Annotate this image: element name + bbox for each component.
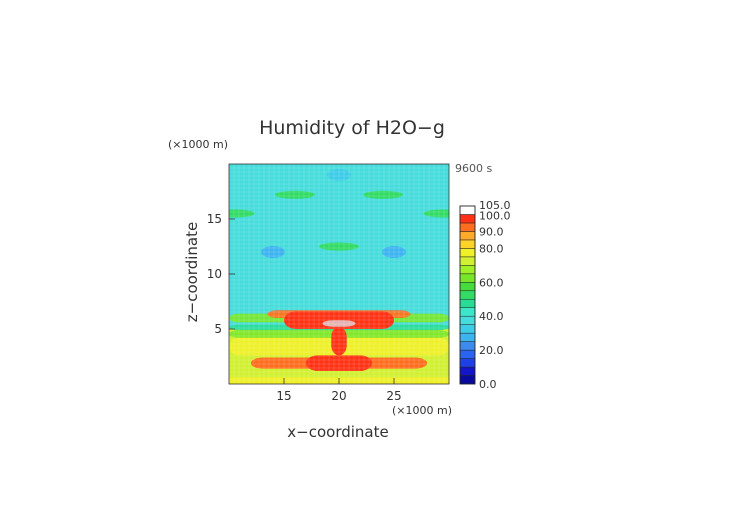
colorbar-swatch <box>459 315 476 325</box>
dry-patch-2 <box>327 169 351 181</box>
colorbar-swatch <box>459 324 476 334</box>
colorbar-swatch <box>459 375 476 385</box>
y-tick-label: 5 <box>214 322 222 336</box>
colorbar-swatch <box>459 366 476 376</box>
colorbar-swatch <box>459 231 476 241</box>
colorbar-swatch <box>459 307 476 317</box>
colorbar-swatch <box>459 358 476 368</box>
x-axis: 15 20 25 <box>276 378 402 403</box>
colorbar-swatch <box>459 256 476 266</box>
colorbar-swatch <box>459 273 476 283</box>
colorbar-tick-label: 105.0 <box>479 199 511 212</box>
y-tick-label: 10 <box>207 267 222 281</box>
colorbar-swatch <box>459 349 476 359</box>
chart-title: Humidity of H2O−g <box>259 117 445 139</box>
colorbar-swatch <box>459 222 476 232</box>
x-axis-label: x−coordinate <box>287 423 388 441</box>
y-axis: 5 10 15 <box>207 212 235 336</box>
x-unit-label: (×1000 m) <box>392 404 452 417</box>
plot-area <box>229 164 449 384</box>
dry-patch-3 <box>327 290 351 302</box>
dry-patch-1 <box>382 246 406 258</box>
moist-patch-1 <box>363 190 403 199</box>
colorbar-swatch <box>459 290 476 300</box>
core-core-low <box>306 355 372 371</box>
colorbar-tick-label: 0.0 <box>479 378 497 391</box>
x-tick-label: 20 <box>331 389 346 403</box>
moist-patch-4 <box>423 209 449 218</box>
y-axis-label: z−coordinate <box>183 222 201 322</box>
colorbar-frame <box>459 205 476 385</box>
colorbar-swatch <box>459 298 476 308</box>
colorbar-tick-label: 60.0 <box>479 276 504 289</box>
y-tick-label: 15 <box>207 212 222 226</box>
colorbar-tick-label: 40.0 <box>479 310 504 323</box>
moist-patch-0 <box>275 190 315 199</box>
moist-patch-3 <box>229 209 255 218</box>
x-tick-label: 25 <box>386 389 401 403</box>
colorbar-swatch <box>459 248 476 258</box>
colorbar-swatch <box>459 265 476 275</box>
y-unit-label: (×1000 m) <box>168 138 228 151</box>
colorbar-swatch <box>459 239 476 249</box>
colorbar-tick-label: 90.0 <box>479 225 504 238</box>
colorbar-tick-label: 80.0 <box>479 242 504 255</box>
colorbar-swatch <box>459 341 476 351</box>
colorbar-swatch <box>459 214 476 224</box>
humidity-field <box>229 169 449 384</box>
dry-patch-0 <box>261 246 285 258</box>
core-anvil-supersat <box>322 320 356 327</box>
colorbar-swatch <box>459 332 476 342</box>
colorbar-tick-label: 20.0 <box>479 344 504 357</box>
colorbar-swatch <box>459 205 476 215</box>
core-stem <box>331 326 347 356</box>
moist-patch-2 <box>319 242 359 251</box>
time-label: 9600 s <box>455 162 492 175</box>
colorbar-swatch <box>459 282 476 292</box>
x-tick-label: 15 <box>276 389 291 403</box>
colorbar-tick-label: 100.0 <box>479 209 511 222</box>
mesh-grid <box>229 164 449 384</box>
